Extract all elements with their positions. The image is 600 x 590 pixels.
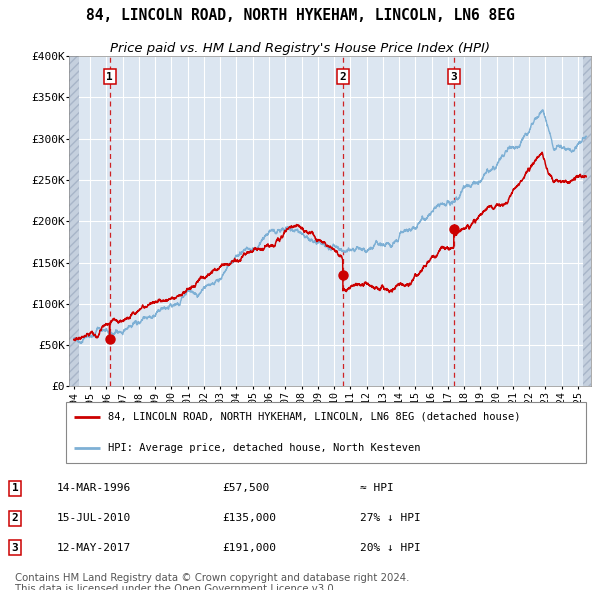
Text: 3: 3 bbox=[11, 543, 19, 553]
Text: 2: 2 bbox=[340, 72, 346, 81]
FancyBboxPatch shape bbox=[65, 402, 586, 463]
Text: 84, LINCOLN ROAD, NORTH HYKEHAM, LINCOLN, LN6 8EG (detached house): 84, LINCOLN ROAD, NORTH HYKEHAM, LINCOLN… bbox=[108, 412, 520, 422]
Text: 84, LINCOLN ROAD, NORTH HYKEHAM, LINCOLN, LN6 8EG: 84, LINCOLN ROAD, NORTH HYKEHAM, LINCOLN… bbox=[86, 8, 514, 24]
Text: ≈ HPI: ≈ HPI bbox=[360, 483, 394, 493]
Text: £57,500: £57,500 bbox=[222, 483, 269, 493]
Text: 15-JUL-2010: 15-JUL-2010 bbox=[57, 513, 131, 523]
Text: 1: 1 bbox=[11, 483, 19, 493]
Text: 3: 3 bbox=[451, 72, 457, 81]
Text: 14-MAR-1996: 14-MAR-1996 bbox=[57, 483, 131, 493]
Text: 20% ↓ HPI: 20% ↓ HPI bbox=[360, 543, 421, 553]
Text: 27% ↓ HPI: 27% ↓ HPI bbox=[360, 513, 421, 523]
Text: 1: 1 bbox=[106, 72, 113, 81]
Text: Contains HM Land Registry data © Crown copyright and database right 2024.
This d: Contains HM Land Registry data © Crown c… bbox=[15, 573, 409, 590]
Text: Price paid vs. HM Land Registry's House Price Index (HPI): Price paid vs. HM Land Registry's House … bbox=[110, 42, 490, 55]
Bar bbox=[69, 56, 79, 386]
Text: £135,000: £135,000 bbox=[222, 513, 276, 523]
Text: 12-MAY-2017: 12-MAY-2017 bbox=[57, 543, 131, 553]
Text: 2: 2 bbox=[11, 513, 19, 523]
Bar bbox=[583, 56, 591, 386]
Text: £191,000: £191,000 bbox=[222, 543, 276, 553]
Text: HPI: Average price, detached house, North Kesteven: HPI: Average price, detached house, Nort… bbox=[108, 442, 421, 453]
